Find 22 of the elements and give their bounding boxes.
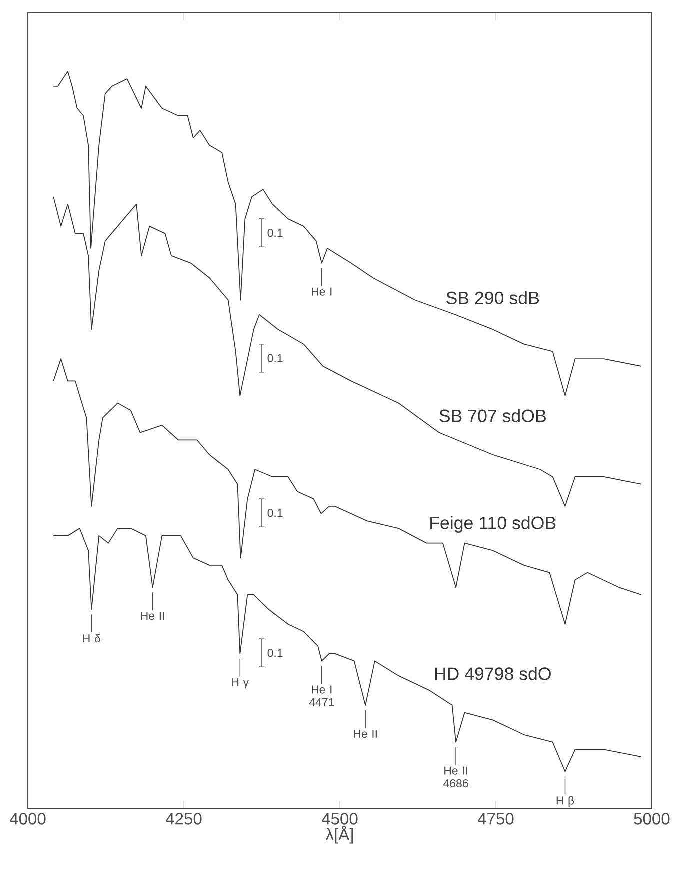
annotation: He II [354,730,378,738]
x-tick-label: 4750 [478,813,514,825]
series-label: SB 290 sdB [446,291,540,304]
x-tick-label: 4250 [166,813,202,825]
x-tick-label: 5000 [634,813,670,825]
annotation: 0.1 [268,509,283,518]
x-tick-label: 4500 [322,813,358,825]
series-label: HD 49798 sdO [436,667,552,680]
annotation: He II [142,612,164,620]
series-label: SB 707 sdOB [440,409,546,422]
x-tick-label: 4000 [10,813,46,825]
annotation: He I [312,288,332,296]
x-axis-title: λ[Å] [326,826,354,844]
annotation: 0.1 [268,229,283,238]
annotation: H δ [84,634,101,643]
annotation: 0.1 [268,354,283,362]
annotation: He I 4471 [310,686,334,706]
annotation: H β [557,796,574,808]
series-label: Feige 110 sdOB [430,516,556,533]
annotation: He II 4686 [444,766,468,788]
annotation: 0.1 [268,649,283,658]
annotation: H γ [232,678,250,689]
